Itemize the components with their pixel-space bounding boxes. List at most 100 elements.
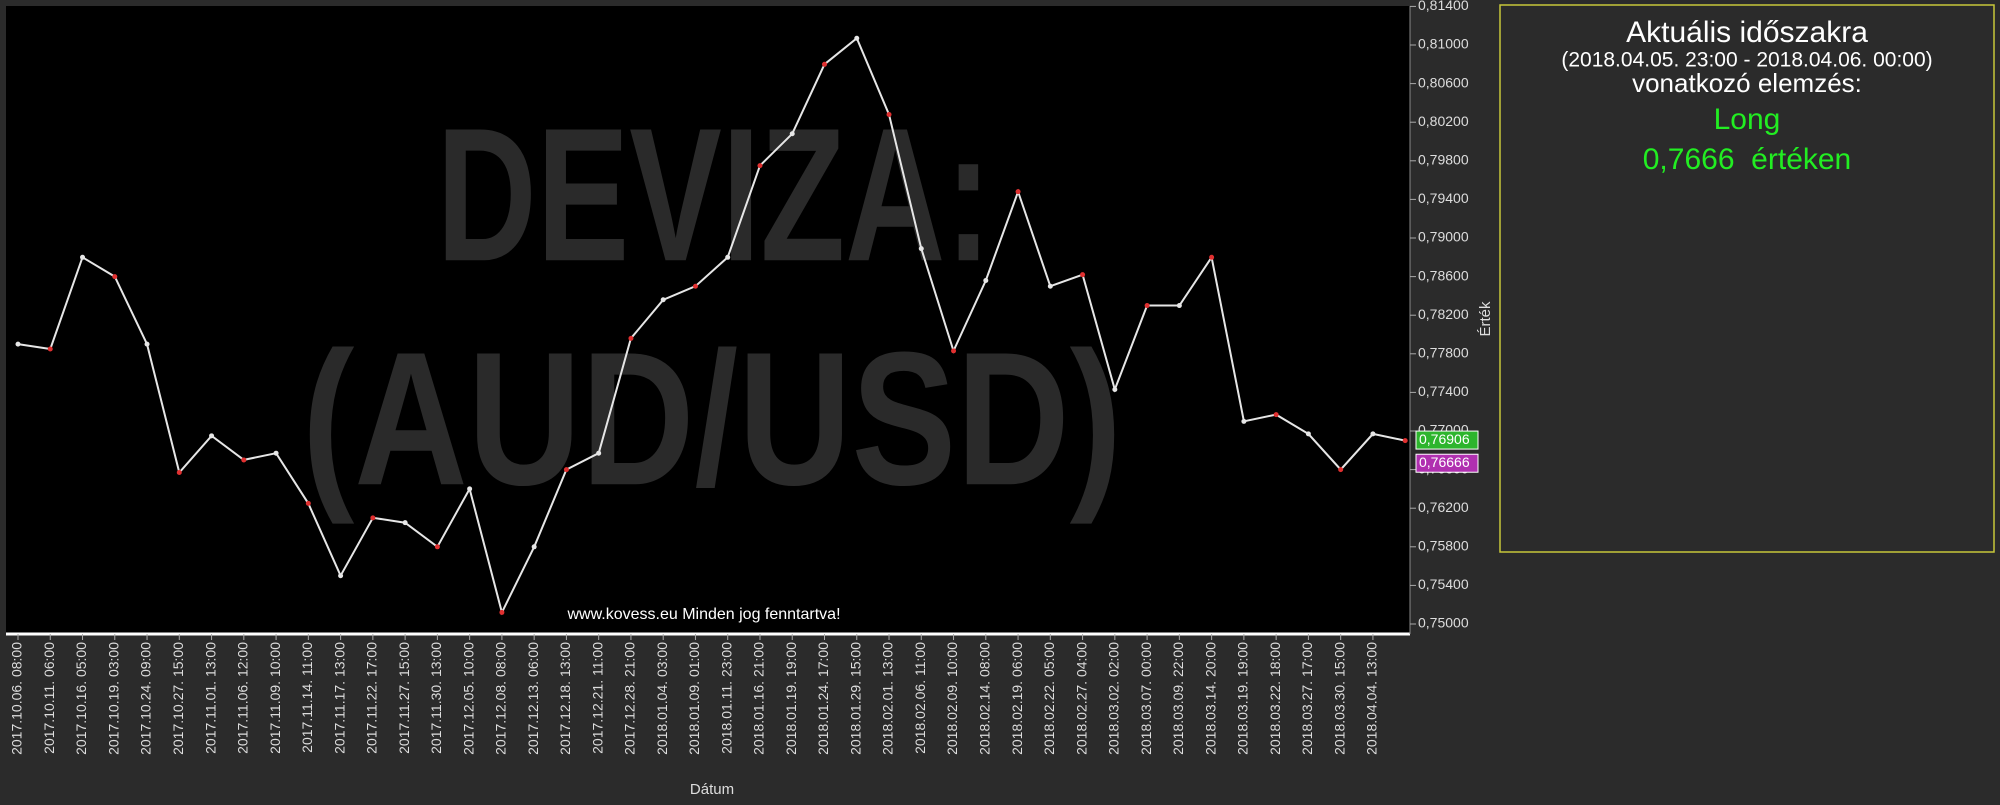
- x-tick-label: 2017.10.27. 15:00: [170, 642, 186, 755]
- x-tick-label: 2017.11.27. 15:00: [396, 642, 412, 754]
- y-tick-label: 0,79800: [1418, 152, 1469, 168]
- x-tick-label: 2017.12.08. 08:00: [493, 642, 509, 755]
- x-tick-label: 2018.02.01. 13:00: [880, 642, 896, 755]
- x-tick-label: 2018.03.22. 18:00: [1267, 642, 1283, 755]
- price-point: [854, 35, 860, 41]
- x-tick-label: 2017.10.11. 06:00: [41, 642, 57, 754]
- panel-frame: [1499, 4, 1995, 553]
- price-line: [17, 36, 1406, 616]
- x-tick-label: 2018.01.24. 17:00: [815, 642, 831, 755]
- x-tick-label: 2018.03.02. 02:00: [1106, 642, 1122, 755]
- x-tick-label: 2018.03.30. 15:00: [1331, 642, 1347, 755]
- y-tick-label: 0,76200: [1418, 499, 1469, 515]
- price-point: [209, 433, 215, 439]
- price-point: [144, 341, 150, 347]
- y-tick-label: 0,79400: [1418, 190, 1469, 206]
- x-tick-label: 2018.01.16. 21:00: [751, 642, 767, 755]
- y-tick-label: 0,80600: [1418, 74, 1469, 90]
- x-tick-label: 2017.10.24. 09:00: [138, 642, 154, 755]
- price-point: [951, 348, 957, 354]
- x-tick-label: 2018.02.19. 06:00: [1009, 642, 1025, 755]
- price-point: [660, 297, 666, 303]
- price-point: [402, 520, 408, 526]
- y-tick-label: 0,78600: [1418, 267, 1469, 283]
- x-tick-label: 2017.10.19. 03:00: [105, 642, 121, 755]
- y-tick-label: 0,81000: [1418, 36, 1469, 52]
- x-tick-label: 2018.01.19. 19:00: [783, 642, 799, 755]
- price-point: [1305, 431, 1311, 437]
- x-tick-label: 2017.11.09. 10:00: [267, 642, 283, 754]
- y-tick-label: 0,81400: [1418, 0, 1469, 13]
- panel-signal: Long: [1714, 103, 1781, 136]
- x-tick-label: 2017.12.05. 10:00: [460, 642, 476, 755]
- x-tick-label: 2017.12.18. 13:00: [557, 642, 573, 755]
- y-tick-label: 0,75400: [1418, 576, 1469, 592]
- price-point: [1209, 254, 1215, 260]
- x-tick-label: 2017.11.01. 13:00: [202, 642, 218, 754]
- x-tick-label: 2017.11.17. 13:00: [331, 642, 347, 754]
- price-point: [467, 486, 473, 492]
- price-point: [1273, 412, 1279, 418]
- plot-area: [6, 6, 1410, 634]
- price-point: [692, 283, 698, 289]
- x-tick-label: 2018.01.11. 23:00: [718, 642, 734, 754]
- price-point: [628, 335, 634, 341]
- price-point: [15, 341, 21, 347]
- price-point: [1112, 387, 1118, 393]
- y-tick-label: 0,79000: [1418, 229, 1469, 245]
- price-point: [1047, 283, 1053, 289]
- price-point: [789, 131, 795, 137]
- price-point: [1402, 438, 1408, 444]
- price-tag: [1415, 430, 1479, 450]
- price-point: [822, 61, 827, 67]
- price-point: [241, 457, 247, 463]
- x-tick-label: 2018.02.09. 10:00: [944, 642, 960, 755]
- x-axis-title: Dátum: [690, 781, 734, 798]
- price-point: [176, 469, 182, 475]
- price-point: [112, 274, 118, 280]
- price-point: [596, 450, 602, 456]
- price-point: [370, 515, 376, 521]
- price-tag: [1415, 453, 1479, 473]
- watermark: (AUD/USD): [302, 313, 1122, 525]
- x-tick-label: 2017.12.13. 06:00: [525, 642, 541, 755]
- price-point: [886, 111, 892, 117]
- x-tick-label: 2018.03.19. 19:00: [1235, 642, 1251, 755]
- x-tick-label: 2017.12.21. 11:00: [589, 642, 605, 754]
- panel-title: Aktuális időszakra: [1626, 16, 1868, 49]
- panel-period: (2018.04.05. 23:00 - 2018.04.06. 00:00): [1561, 49, 1932, 72]
- price-point: [757, 163, 763, 169]
- price-point: [983, 277, 989, 283]
- x-tick-label: 2018.03.09. 22:00: [1170, 642, 1186, 755]
- x-tick-label: 2017.10.06. 08:00: [9, 642, 25, 755]
- price-point: [434, 544, 440, 550]
- price-point: [47, 346, 53, 352]
- panel-subtitle: vonatkozó elemzés:: [1632, 68, 1862, 98]
- price-point: [918, 246, 924, 252]
- panel-level: 0,7666 értéken: [1643, 143, 1852, 176]
- x-tick-label: 2018.03.27. 17:00: [1299, 642, 1315, 755]
- price-point: [1338, 467, 1344, 473]
- x-tick-label: 2018.03.07. 00:00: [1138, 642, 1154, 755]
- x-tick-label: 2018.02.27. 04:00: [1073, 642, 1089, 755]
- price-point: [563, 467, 569, 473]
- x-tick-label: 2017.11.22. 17:00: [364, 642, 380, 754]
- price-point: [1176, 303, 1182, 309]
- y-tick-label: 0,80200: [1418, 113, 1469, 129]
- price-point: [1144, 303, 1150, 309]
- analysis-panel: Aktuális időszakra (2018.04.05. 23:00 - …: [1499, 4, 1995, 553]
- x-tick-label: 2018.02.22. 05:00: [1041, 642, 1057, 755]
- x-tick-label: 2018.01.29. 15:00: [847, 642, 863, 755]
- price-point: [531, 544, 537, 550]
- y-tick-label: 0,77400: [1418, 383, 1469, 399]
- x-tick-label: 2018.02.14. 08:00: [977, 642, 993, 755]
- price-point: [305, 500, 311, 506]
- watermark: DEVIZA:: [437, 89, 992, 301]
- x-tick-label: 2018.02.06. 11:00: [912, 642, 928, 754]
- x-tick-label: 2017.10.16. 05:00: [73, 642, 89, 755]
- y-tick-label: 0,75000: [1418, 615, 1469, 631]
- x-tick-label: 2017.11.14. 11:00: [299, 642, 315, 753]
- price-point: [338, 573, 344, 579]
